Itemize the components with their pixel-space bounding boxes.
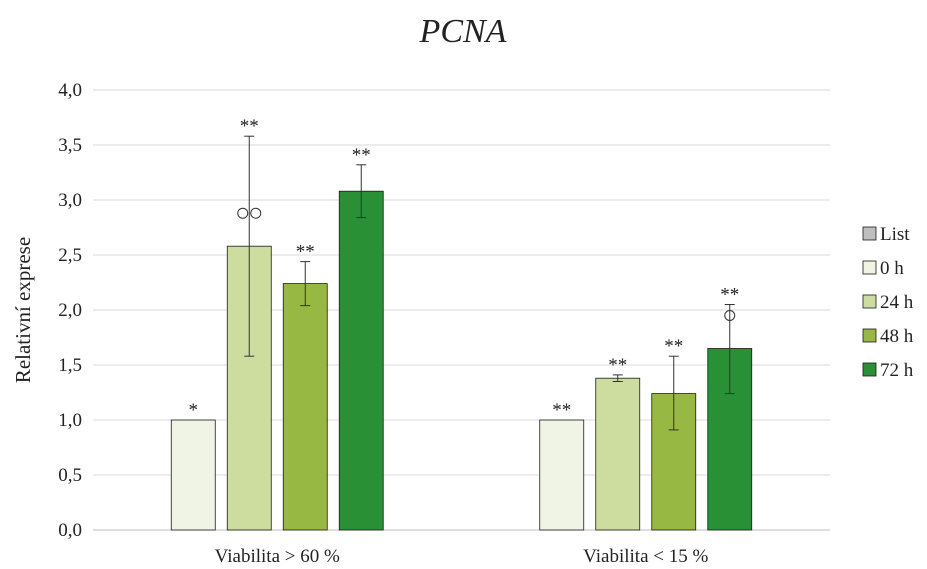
bar [595, 377, 641, 531]
y-tick-label: 3,0 [58, 190, 82, 211]
bar [539, 419, 585, 531]
chart-title: PCNA [419, 13, 507, 50]
legend-label: 48 h [880, 326, 914, 347]
significance-label: * [189, 400, 199, 421]
y-tick-label: 3,5 [58, 135, 82, 156]
significance-label: ** [552, 400, 571, 421]
significance-labels: *************** [189, 116, 740, 421]
y-tick-label: 2,0 [58, 300, 82, 321]
y-tick-label: 0,5 [58, 465, 82, 486]
legend-swatch [862, 362, 877, 377]
error-bars [244, 135, 735, 431]
legend-label: 24 h [880, 292, 914, 313]
category-labels: Viabilita > 60 % Viabilita < 15 % [215, 546, 709, 567]
y-tick-label: 0,0 [58, 520, 82, 541]
y-tick-label: 1,0 [58, 410, 82, 431]
bar [338, 190, 384, 531]
legend-label: 0 h [880, 258, 904, 279]
legend-swatch [862, 328, 877, 343]
bar [170, 419, 216, 531]
significance-label: ** [720, 285, 739, 306]
significance-label: ** [352, 145, 371, 166]
bars [170, 190, 753, 531]
legend: List 0 h 24 h 48 h 72 h [862, 224, 914, 381]
legend-swatch [862, 260, 877, 275]
legend-swatch [862, 294, 877, 309]
bar [282, 283, 328, 531]
y-tick-labels: 0,0 0,5 1,0 1,5 2,0 2,5 3,0 3,5 4,0 [58, 80, 82, 541]
y-tick-label: 1,5 [58, 355, 82, 376]
significance-label: ** [296, 242, 315, 263]
significance-marker [724, 310, 736, 321]
legend-label: 72 h [880, 360, 914, 381]
x-category-label: Viabilita > 60 % [215, 546, 340, 567]
y-tick-label: 2,5 [58, 245, 82, 266]
y-tick-label: 4,0 [58, 80, 82, 101]
legend-label: List [880, 224, 910, 245]
legend-swatch [862, 226, 877, 241]
gridlines [93, 89, 830, 531]
significance-marker [237, 207, 249, 219]
significance-label: ** [240, 116, 259, 137]
x-category-label: Viabilita < 15 % [583, 546, 708, 567]
significance-label: ** [608, 355, 627, 376]
significance-marker [250, 207, 262, 219]
significance-label: ** [664, 336, 683, 357]
y-axis-label: Relativní exprese [11, 237, 35, 383]
